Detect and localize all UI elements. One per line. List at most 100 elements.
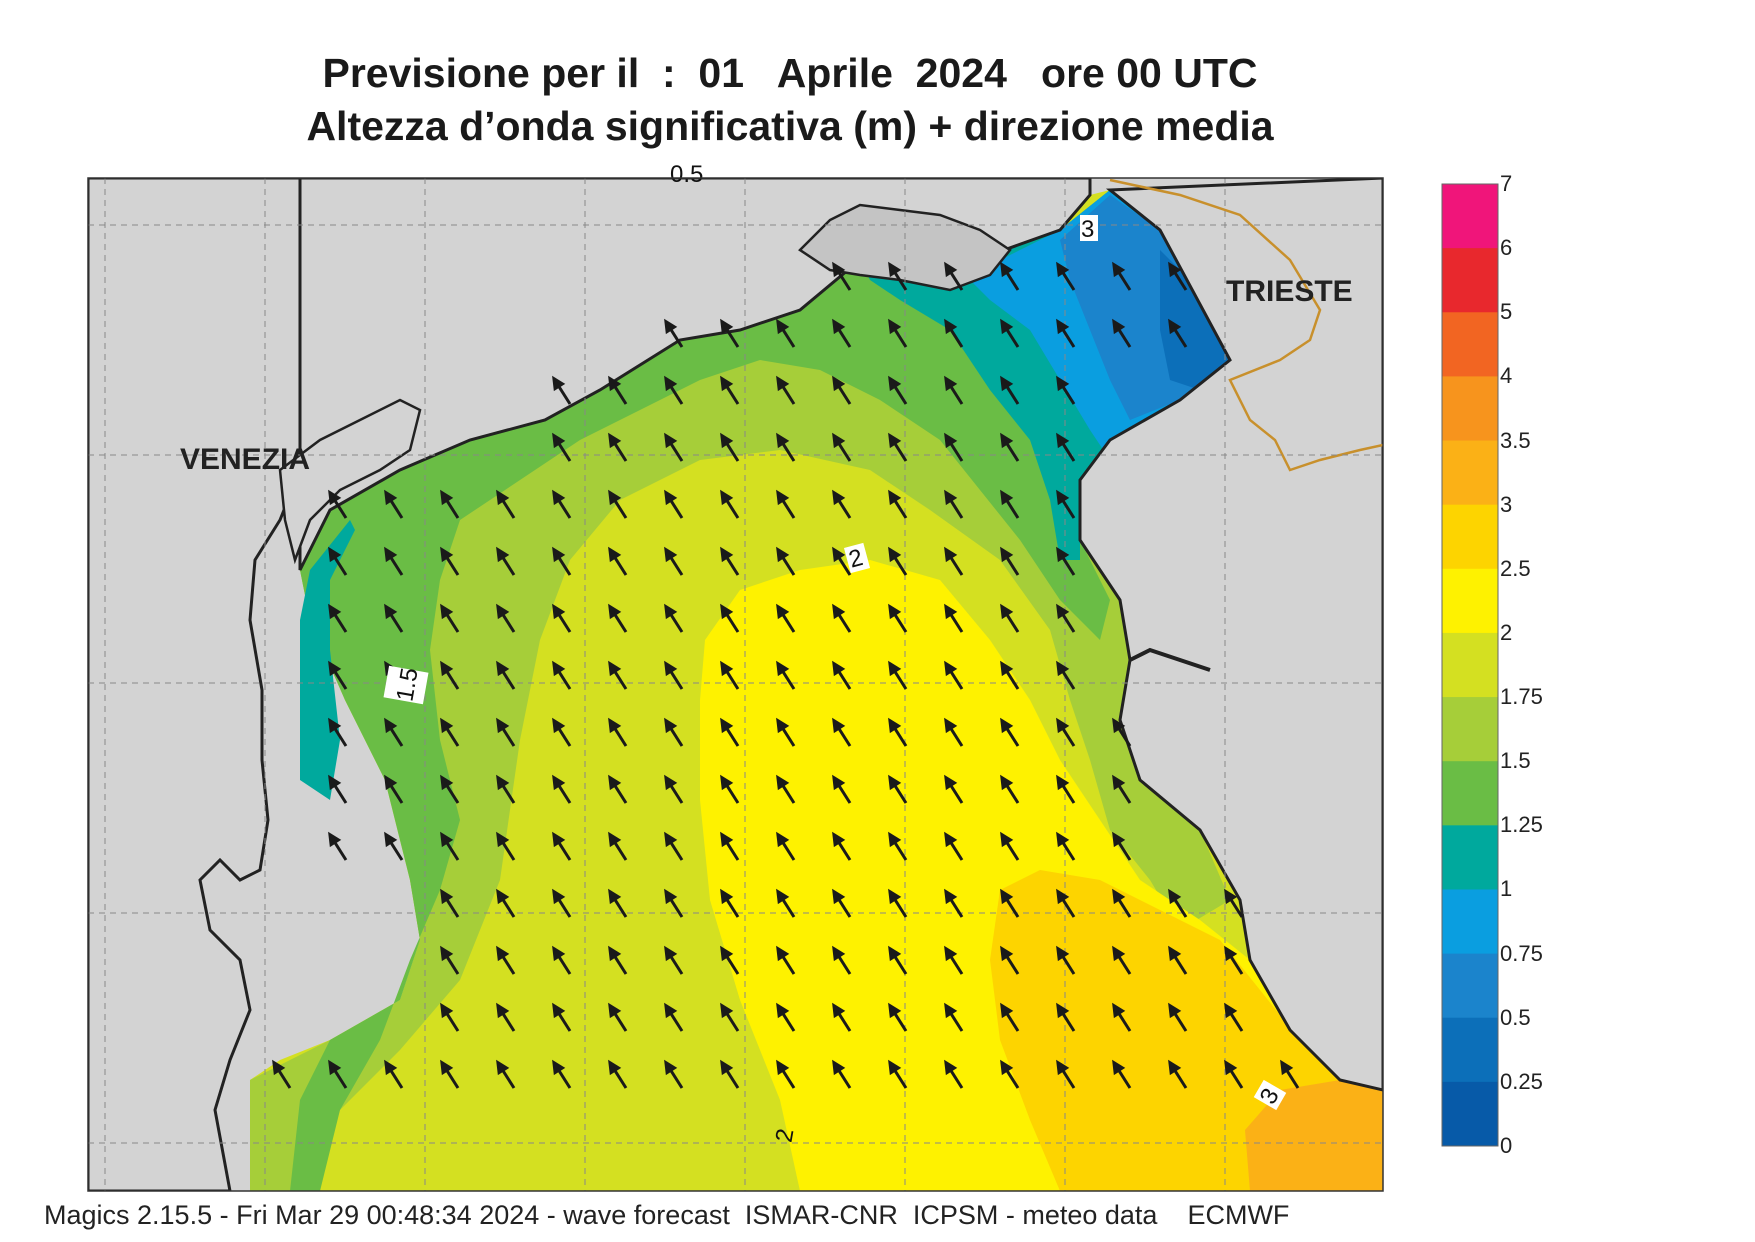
legend-label: 1.5	[1500, 748, 1531, 774]
direction-arrowhead	[552, 375, 566, 392]
direction-arrowhead	[944, 1002, 958, 1019]
direction-arrowhead	[944, 660, 958, 677]
direction-arrowhead	[720, 375, 734, 392]
band-0-25	[1160, 250, 1230, 390]
direction-arrowhead	[888, 432, 902, 449]
direction-arrowhead	[608, 489, 622, 506]
direction-arrowhead	[888, 318, 902, 335]
direction-arrowhead	[1168, 318, 1182, 335]
direction-arrowhead	[440, 888, 454, 905]
direction-arrowhead	[552, 717, 566, 734]
direction-arrowhead	[1000, 546, 1014, 563]
legend-swatch	[1442, 1081, 1498, 1147]
legend-swatch	[1442, 184, 1498, 249]
direction-arrowhead	[1000, 1059, 1014, 1076]
direction-arrowhead	[776, 546, 790, 563]
direction-arrowhead	[1000, 603, 1014, 620]
direction-arrowhead	[944, 717, 958, 734]
direction-arrowhead	[944, 375, 958, 392]
direction-arrowhead	[1112, 774, 1126, 791]
direction-arrowhead	[888, 717, 902, 734]
direction-arrowhead	[1000, 261, 1014, 278]
direction-arrowhead	[552, 1059, 566, 1076]
direction-arrowhead	[720, 546, 734, 563]
direction-arrowhead	[552, 546, 566, 563]
direction-arrowhead	[1056, 717, 1070, 734]
direction-arrowhead	[552, 831, 566, 848]
map-subtitle: Altezza d’onda significativa (m) + direz…	[306, 103, 1274, 149]
contour-label-nw: 3	[1081, 216, 1094, 243]
direction-arrowhead	[832, 375, 846, 392]
direction-arrowhead	[776, 489, 790, 506]
direction-arrowhead	[608, 603, 622, 620]
direction-arrowhead	[1056, 660, 1070, 677]
legend-swatch	[1442, 889, 1498, 955]
direction-arrowhead	[776, 603, 790, 620]
direction-arrowhead	[944, 489, 958, 506]
land-east	[1078, 178, 1383, 1092]
direction-arrowhead	[496, 831, 510, 848]
direction-arrowhead	[944, 318, 958, 335]
direction-arrowhead	[832, 774, 846, 791]
direction-arrowhead	[384, 603, 398, 620]
direction-arrowhead	[832, 261, 846, 278]
contour-labels: 3 2 1.5 2 3	[383, 215, 1287, 1145]
legend-swatch	[1442, 761, 1498, 826]
forecast-title: Previsione per il : 01 Aprile 2024 ore 0…	[322, 50, 1258, 96]
legend-swatch	[1442, 376, 1498, 442]
direction-arrowhead	[664, 603, 678, 620]
direction-arrowhead	[1056, 546, 1070, 563]
direction-arrowhead	[552, 1002, 566, 1019]
legend-swatch	[1442, 632, 1498, 698]
direction-arrowhead	[552, 945, 566, 962]
contour-label-west: 1.5	[391, 666, 423, 704]
city-label-venezia: VENEZIA	[180, 443, 310, 476]
legend-swatch	[1442, 504, 1498, 570]
direction-arrowhead	[888, 660, 902, 677]
direction-arrowhead	[664, 1002, 678, 1019]
legend-label: 3.5	[1500, 427, 1531, 453]
direction-arrowhead	[944, 774, 958, 791]
venice-lagoon	[278, 398, 422, 565]
direction-arrowhead	[1056, 1059, 1070, 1076]
direction-arrowhead	[1056, 888, 1070, 905]
direction-arrowhead	[552, 660, 566, 677]
direction-arrowhead	[328, 831, 342, 848]
map-frame	[87, 177, 1384, 1192]
direction-arrowhead	[1056, 261, 1070, 278]
legend-label: 2	[1500, 619, 1513, 645]
direction-arrowhead	[720, 888, 734, 905]
direction-arrowhead	[888, 831, 902, 848]
direction-arrowhead	[888, 375, 902, 392]
direction-arrowhead	[944, 945, 958, 962]
legend-label: 6	[1500, 235, 1513, 261]
direction-arrowhead	[1056, 489, 1070, 506]
legend-label: 2.5	[1500, 555, 1531, 581]
direction-arrowhead	[832, 945, 846, 962]
direction-arrowhead	[1056, 375, 1070, 392]
direction-arrowhead	[888, 489, 902, 506]
direction-arrowhead	[1112, 888, 1126, 905]
direction-arrowhead	[1168, 888, 1182, 905]
direction-arrowhead	[1000, 717, 1014, 734]
direction-arrowhead	[440, 489, 454, 506]
legend-swatch	[1442, 312, 1498, 377]
direction-arrowhead	[1000, 945, 1014, 962]
direction-arrowhead	[328, 717, 342, 734]
direction-arrowhead	[328, 774, 342, 791]
direction-arrowhead	[440, 660, 454, 677]
direction-arrowhead	[1056, 831, 1070, 848]
direction-arrowhead	[552, 432, 566, 449]
legend-label: 1.25	[1500, 812, 1543, 838]
legend-label: 0	[1500, 1133, 1513, 1158]
legend-label: 0.5	[1500, 1004, 1531, 1030]
direction-arrowhead	[832, 888, 846, 905]
direction-arrowhead	[664, 546, 678, 563]
contour-label-south: 2	[771, 1127, 800, 1145]
direction-arrowhead	[888, 1002, 902, 1019]
legend-label: 7	[1500, 171, 1513, 196]
direction-arrowhead	[608, 432, 622, 449]
direction-arrowhead	[888, 1059, 902, 1076]
direction-arrowhead	[608, 660, 622, 677]
direction-arrowhead	[496, 603, 510, 620]
